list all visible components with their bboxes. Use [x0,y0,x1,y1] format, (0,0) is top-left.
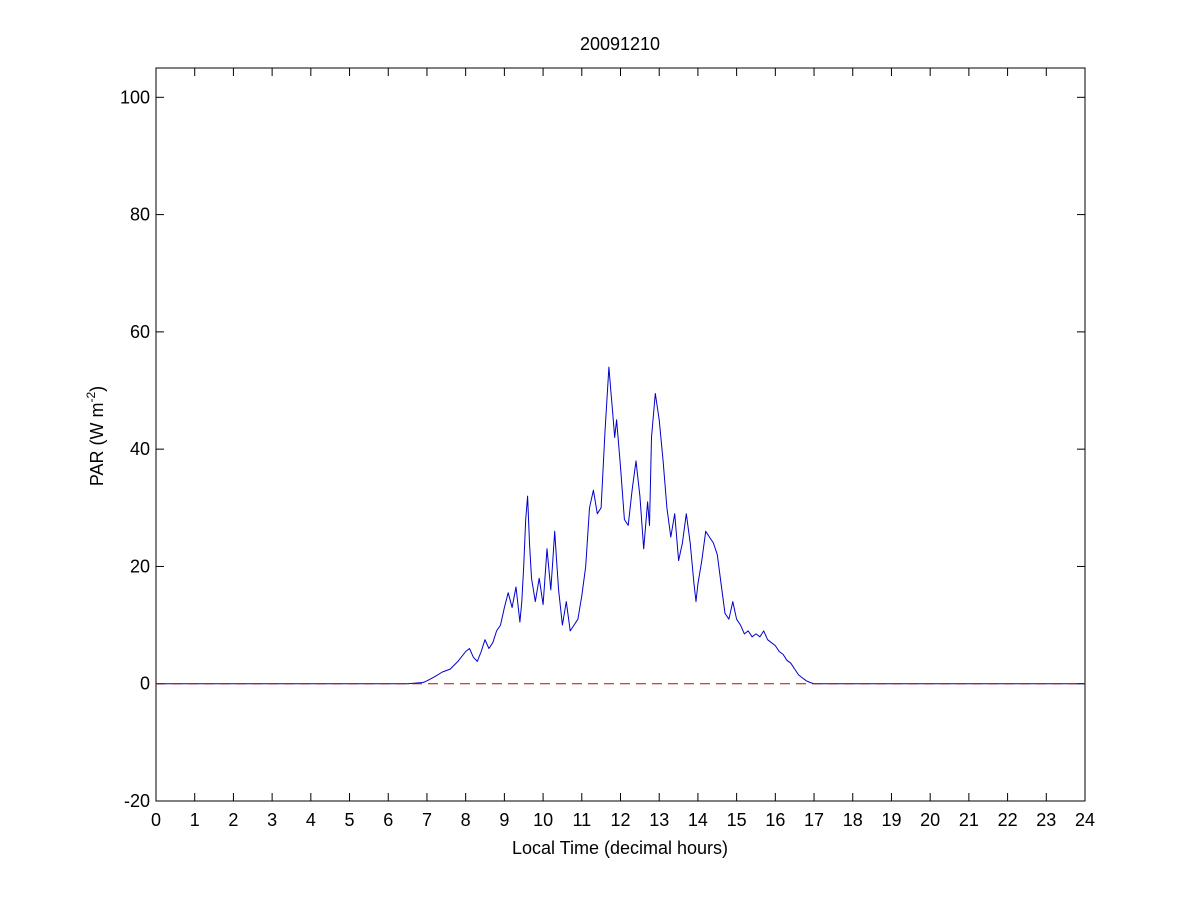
plot-frame [155,67,1086,802]
x-tick-label: 4 [306,810,316,830]
x-tick-label: 10 [533,810,553,830]
x-tick-label: 9 [499,810,509,830]
x-tick-label: 7 [422,810,432,830]
x-tick-label: 3 [267,810,277,830]
x-axis-label: Local Time (decimal hours) [512,838,728,858]
y-axis-label-superscript: -2 [84,392,98,403]
x-tick-label: 14 [688,810,708,830]
x-tick-label: 12 [610,810,630,830]
x-tick-label: 2 [228,810,238,830]
y-tick-label: 100 [120,87,150,107]
x-tick-label: 13 [649,810,669,830]
x-tick-label: 21 [959,810,979,830]
y-tick-label: 40 [130,439,150,459]
x-tick-label: 23 [1036,810,1056,830]
x-tick-label: 24 [1075,810,1095,830]
y-tick-label: -20 [124,791,150,811]
y-axis-ticks: -20 0 20 40 60 80 100 [120,87,1085,811]
y-axis-label: PAR (W m-2) [84,386,107,486]
x-tick-label: 20 [920,810,940,830]
x-tick-label: 17 [804,810,824,830]
x-tick-label: 8 [461,810,471,830]
x-tick-label: 16 [765,810,785,830]
y-axis-label-close: ) [87,386,107,392]
y-tick-label: 20 [130,556,150,576]
x-tick-label: 22 [998,810,1018,830]
series-layer [156,366,1085,685]
x-tick-label: 15 [727,810,747,830]
par-series-line [156,366,1085,685]
x-tick-label: 18 [843,810,863,830]
x-tick-label: 6 [383,810,393,830]
x-tick-label: 0 [151,810,161,830]
y-axis-label-main: PAR (W m [87,403,107,487]
plot-area: 0 1 2 3 4 5 6 7 8 9 10 11 12 13 14 15 16 17 18 19 20 21 22 23 24… [120,67,1095,830]
y-tick-label: 80 [130,205,150,225]
x-tick-label: 1 [190,810,200,830]
chart-title: 20091210 [580,34,660,54]
y-tick-label: 60 [130,322,150,342]
x-tick-label: 11 [572,810,591,830]
x-tick-label: 19 [881,810,901,830]
y-tick-label: 0 [140,674,150,694]
x-axis-ticks: 0 1 2 3 4 5 6 7 8 9 10 11 12 13 14 15 16 17 18 19 20 21 22 23 24 [151,68,1095,830]
x-tick-label: 5 [345,810,355,830]
